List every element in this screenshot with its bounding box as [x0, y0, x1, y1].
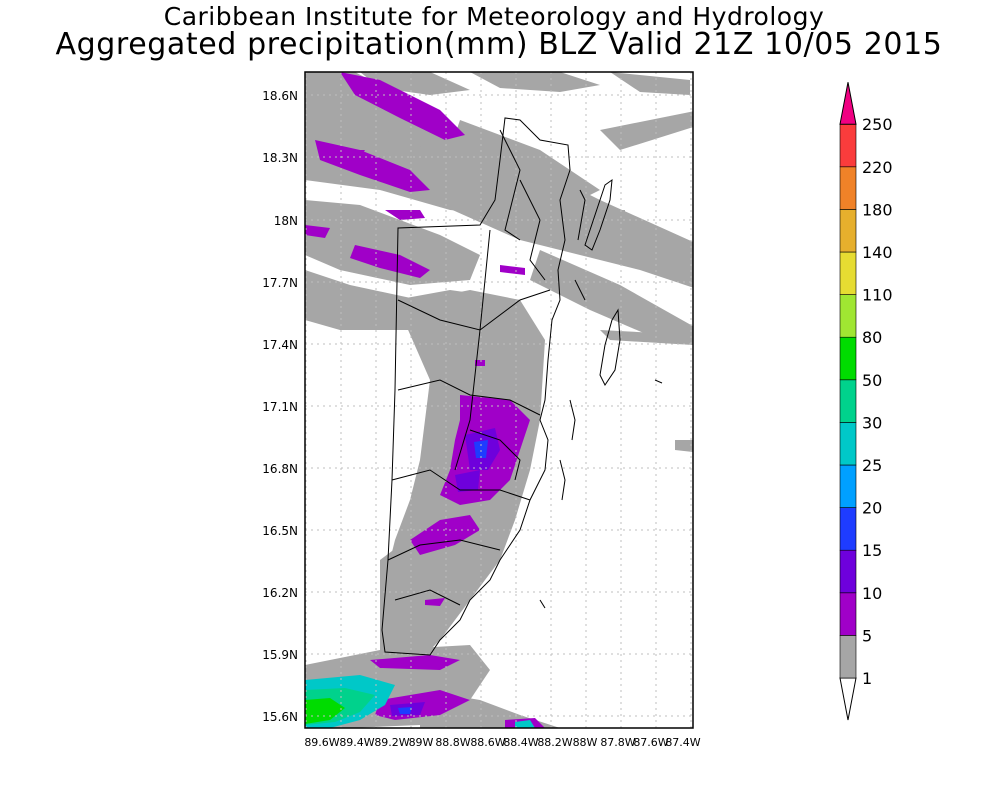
legend-label: 80	[862, 328, 882, 347]
map-plot-area	[304, 71, 694, 729]
legend-color-swatch	[839, 123, 857, 168]
legend-color-swatch	[839, 294, 857, 338]
precipitation-field	[305, 72, 693, 728]
legend-color-swatch	[839, 209, 857, 253]
lat-label: 15.9N	[262, 648, 298, 662]
caye-outline-6	[539, 599, 546, 609]
map-frame	[304, 71, 694, 729]
legend-color-swatch	[839, 422, 857, 466]
legend-color-swatch	[839, 251, 857, 295]
institute-title: Caribbean Institute for Meteorology and …	[163, 2, 825, 31]
legend-label: 110	[862, 286, 893, 305]
lat-label: 15.6N	[262, 710, 298, 724]
latitude-axis: 18.6N 18.3N 18N 17.7N 17.4N 17.1N 16.8N …	[262, 89, 298, 724]
precip-heavy-southwest	[305, 675, 535, 728]
lon-label: 88.2W	[537, 736, 572, 749]
lat-label: 17.4N	[262, 338, 298, 352]
legend-color-swatch	[839, 336, 857, 381]
lon-label: 88W	[573, 736, 598, 749]
lon-label: 87.6W	[633, 736, 668, 749]
legend-label: 30	[862, 413, 882, 432]
legend-label: 20	[862, 499, 882, 518]
district-line-5	[387, 539, 501, 561]
lon-label: 88.6W	[470, 736, 505, 749]
legend-color-swatch	[839, 635, 857, 679]
legend-label: 15	[862, 541, 882, 560]
caye-outline-1	[574, 279, 586, 301]
lon-label: 89.4W	[339, 736, 374, 749]
precip-band-15-20mm	[398, 440, 488, 714]
legend-color-swatch	[839, 379, 857, 423]
district-line-2	[397, 289, 551, 331]
lat-label: 16.2N	[262, 586, 298, 600]
legend-label: 5	[862, 626, 872, 645]
legend-label: 220	[862, 158, 893, 177]
lon-label: 89W	[409, 736, 434, 749]
lat-label: 16.8N	[262, 462, 298, 476]
caye-outline-2	[577, 189, 586, 241]
lat-label: 18.6N	[262, 89, 298, 103]
legend-color-swatch	[839, 549, 857, 594]
lon-label: 87.8W	[600, 736, 635, 749]
map-gridlines	[305, 72, 693, 728]
legend-color-swatch	[839, 507, 857, 551]
lon-label: 88.8W	[435, 736, 470, 749]
legend-label: 140	[862, 243, 893, 262]
legend-min-arrow	[839, 677, 857, 721]
lon-label: 89.6W	[304, 736, 339, 749]
caye-outline-3	[569, 399, 576, 441]
lon-label: 89.2W	[374, 736, 409, 749]
longitude-axis: 89.6W 89.4W 89.2W 89W 88.8W 88.6W 88.4W …	[304, 736, 700, 749]
legend-max-arrow	[839, 82, 857, 125]
legend-label: 1	[862, 669, 872, 688]
map-title: Aggregated precipitation(mm) BLZ Valid 2…	[55, 27, 943, 62]
district-line-9	[499, 129, 521, 241]
lat-label: 17.1N	[262, 400, 298, 414]
district-line-6	[394, 589, 461, 606]
legend-label: 10	[862, 584, 882, 603]
district-line-7	[519, 179, 546, 281]
caye-turneffe	[599, 308, 621, 386]
caye-outline-5	[654, 379, 663, 384]
lat-label: 18N	[274, 214, 298, 228]
district-line-1	[454, 229, 491, 471]
legend-color-swatch	[839, 464, 857, 508]
district-line-4	[391, 469, 531, 501]
lat-label: 16.5N	[262, 524, 298, 538]
legend-color-swatch	[839, 166, 857, 210]
belize-boundaries	[381, 117, 663, 656]
caye-north	[584, 178, 613, 251]
lon-label: 88.4W	[503, 736, 538, 749]
legend-label: 180	[862, 200, 893, 219]
legend-label: 250	[862, 115, 893, 134]
lat-label: 17.7N	[262, 276, 298, 290]
legend-color-swatch	[839, 592, 857, 636]
lat-label: 18.3N	[262, 151, 298, 165]
legend-label: 50	[862, 371, 882, 390]
belize-outline	[381, 117, 571, 656]
caye-outline-4	[559, 459, 566, 501]
district-line-8	[469, 429, 521, 481]
district-line-3	[397, 379, 541, 416]
legend-label: 25	[862, 456, 882, 475]
lon-label: 87.4W	[665, 736, 700, 749]
